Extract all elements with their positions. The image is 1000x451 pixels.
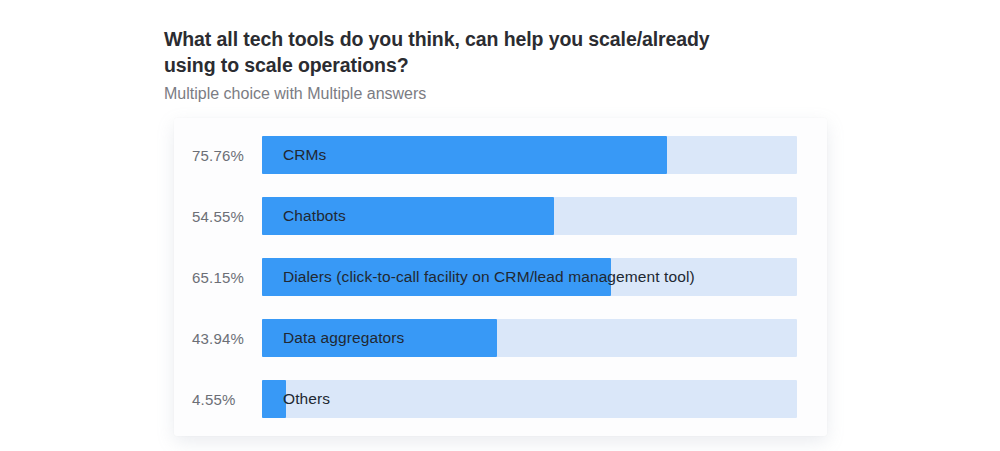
bar-category-label: CRMs <box>283 146 326 164</box>
chart-card: 75.76% CRMs 54.55% Chatbots 65.15% Dialers (c… <box>174 118 827 436</box>
bar-value-label: 65.15% <box>192 269 262 286</box>
bar-track: Dialers (click-to-call facility on CRM/l… <box>262 258 797 296</box>
bar-row: 65.15% Dialers (click-to-call facility on… <box>192 258 797 296</box>
bar-category-label: Data aggregators <box>283 329 404 347</box>
bar-value-label: 4.55% <box>192 391 262 408</box>
bar-row: 43.94% Data aggregators <box>192 319 797 357</box>
chart-title-line2: using to scale operations? <box>164 52 844 78</box>
page: What all tech tools do you think, can he… <box>0 0 1000 451</box>
bar-row: 54.55% Chatbots <box>192 197 797 235</box>
bar-category-label: Dialers (click-to-call facility on CRM/l… <box>283 268 695 286</box>
bar-track: Data aggregators <box>262 319 797 357</box>
chart-title: What all tech tools do you think, can he… <box>164 26 844 78</box>
bar-track: Chatbots <box>262 197 797 235</box>
bar-category-label: Chatbots <box>283 207 346 225</box>
bar-category-label: Others <box>283 390 330 408</box>
bar-value-label: 54.55% <box>192 208 262 225</box>
chart-header: What all tech tools do you think, can he… <box>164 26 844 104</box>
bar-value-label: 43.94% <box>192 330 262 347</box>
chart-subtitle: Multiple choice with Multiple answers <box>164 84 844 104</box>
bar-row: 4.55% Others <box>192 380 797 418</box>
bar-track: Others <box>262 380 797 418</box>
chart-title-line1: What all tech tools do you think, can he… <box>164 26 844 52</box>
bar-value-label: 75.76% <box>192 147 262 164</box>
bar-rows: 75.76% CRMs 54.55% Chatbots 65.15% Dialers (c… <box>192 136 797 418</box>
bar-row: 75.76% CRMs <box>192 136 797 174</box>
bar-track: CRMs <box>262 136 797 174</box>
